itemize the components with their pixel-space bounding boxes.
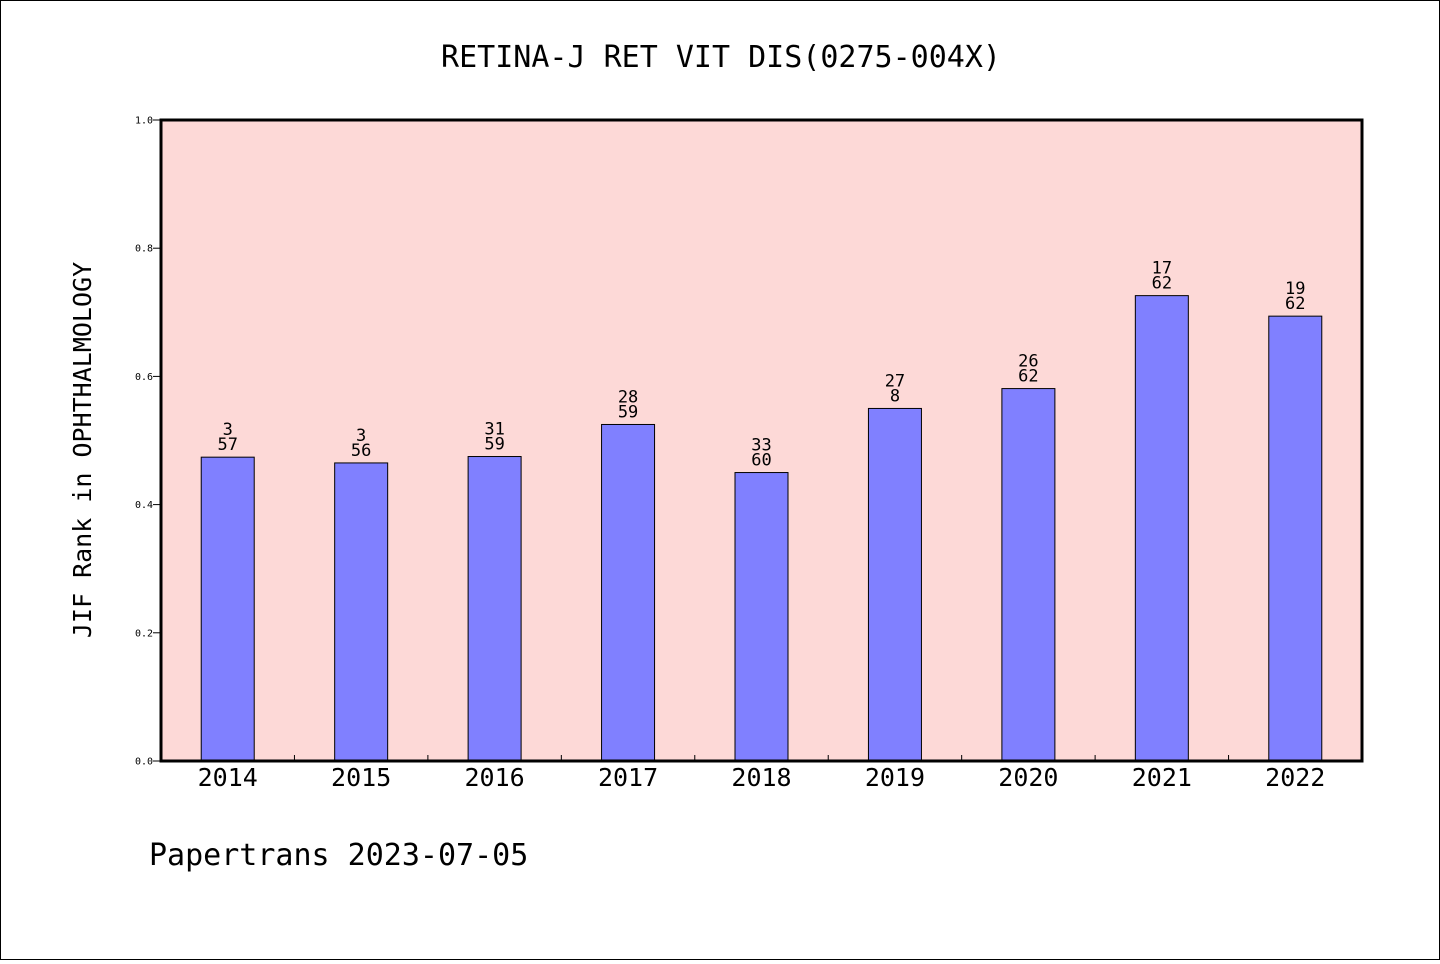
bar-label-total: 62 bbox=[1018, 367, 1038, 387]
bar-label-total: 57 bbox=[217, 435, 237, 455]
x-tick-label: 2014 bbox=[198, 763, 258, 792]
footer-caption: Papertrans 2023-07-05 bbox=[149, 838, 528, 873]
y-axis-label: JIF Rank in OPHTHALMOLOGY bbox=[68, 262, 97, 638]
x-tick-label: 2017 bbox=[598, 763, 658, 792]
x-tick-label: 2019 bbox=[865, 763, 925, 792]
chart-title: RETINA-J RET VIT DIS(0275-004X) bbox=[441, 40, 1001, 75]
bar-label-total: 59 bbox=[618, 402, 638, 422]
y-tick-label: 0.2 bbox=[135, 628, 153, 639]
bar bbox=[1268, 315, 1323, 762]
bars bbox=[200, 295, 1323, 762]
y-tick-label: 0.6 bbox=[135, 372, 153, 383]
bar bbox=[334, 462, 389, 762]
bar bbox=[867, 407, 922, 762]
x-tick-label: 2020 bbox=[998, 763, 1058, 792]
bar bbox=[1134, 295, 1189, 762]
bar bbox=[734, 472, 789, 762]
bar bbox=[200, 456, 255, 762]
bar bbox=[467, 456, 522, 762]
bar-label-rank: 27 bbox=[885, 371, 905, 391]
bar-label-total: 62 bbox=[1285, 294, 1305, 314]
bar-label-rank: 33 bbox=[751, 436, 771, 456]
bar bbox=[1001, 388, 1056, 762]
bar-label-rank: 31 bbox=[484, 420, 504, 440]
bar-label-rank: 19 bbox=[1285, 279, 1305, 299]
y-axis: 0.0 0.2 0.4 0.6 0.8 1.0 bbox=[135, 116, 161, 768]
bar-label-total: 59 bbox=[484, 435, 504, 455]
bar-label-rank: 26 bbox=[1018, 352, 1038, 372]
bar-label-rank: 3 bbox=[223, 420, 233, 440]
bar bbox=[601, 423, 656, 762]
bar-label-total: 60 bbox=[751, 451, 771, 471]
x-tick-label: 2016 bbox=[465, 763, 525, 792]
x-tick-label: 2015 bbox=[331, 763, 391, 792]
x-axis: 2014 2015 2016 2017 2018 2019 2020 2021 2022 bbox=[198, 755, 1325, 792]
bar-label-total: 56 bbox=[351, 441, 371, 461]
x-tick-label: 2021 bbox=[1132, 763, 1192, 792]
bar-label-rank: 17 bbox=[1152, 259, 1172, 279]
y-tick-label: 0.8 bbox=[135, 244, 153, 255]
y-tick-label: 1.0 bbox=[135, 116, 153, 127]
x-tick-label: 2018 bbox=[731, 763, 791, 792]
bar-label-total: 8 bbox=[890, 386, 900, 406]
bar-label-rank: 3 bbox=[356, 426, 366, 446]
y-tick-label: 0.0 bbox=[135, 757, 153, 768]
x-tick-label: 2022 bbox=[1265, 763, 1325, 792]
plot-border bbox=[159, 118, 1364, 763]
bar-label-rank: 28 bbox=[618, 387, 638, 407]
bar-label-total: 62 bbox=[1152, 274, 1172, 294]
y-tick-label: 0.4 bbox=[135, 500, 153, 511]
